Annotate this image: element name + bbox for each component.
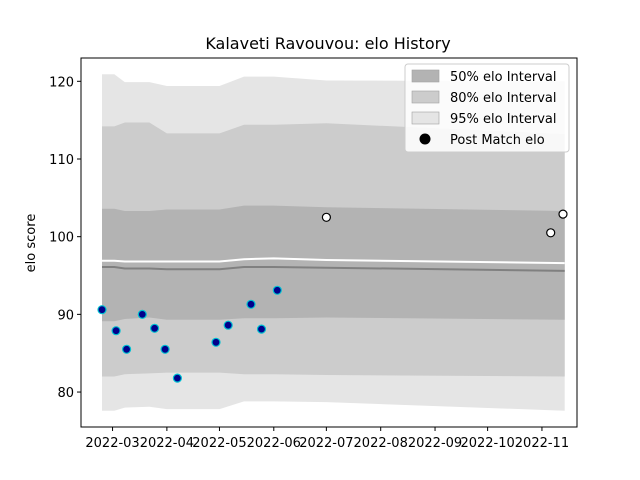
data-point-s0-5 (160, 344, 170, 354)
data-point-s0-4 (150, 323, 160, 333)
legend-label-0: 50% elo Interval (450, 70, 557, 85)
legend: 50% elo Interval 80% elo Interval 95% elo … (404, 63, 570, 153)
legend-label-2: 95% elo Interval (450, 112, 557, 127)
y-tick-label-4: 120 (49, 75, 74, 90)
x-tick-label-8: 2022-11 (515, 436, 569, 451)
legend-swatch-0 (411, 69, 440, 83)
mean-line (102, 257, 565, 265)
chart-title: Kalaveti Ravouvou: elo History (205, 34, 450, 53)
data-point-s0-11 (272, 285, 282, 295)
legend-box (404, 63, 570, 153)
legend-label-3: Post Match elo (450, 133, 545, 148)
y-axis: 80 90 100 110 120 (49, 75, 81, 401)
plot-frame (80, 57, 578, 428)
y-tick-label-2: 100 (49, 231, 74, 246)
data-point-s0-0 (97, 305, 107, 315)
plot-area (97, 74, 568, 411)
y-tick-label-0: 80 (57, 386, 74, 401)
median-line (102, 266, 565, 272)
x-tick-label-6: 2022-09 (408, 436, 462, 451)
x-tick-label-2: 2022-05 (192, 436, 246, 451)
data-point-s0-3 (137, 309, 147, 319)
band-50 (102, 205, 565, 322)
y-tick-label-1: 90 (57, 308, 74, 323)
y-tick-label-3: 110 (49, 153, 74, 168)
legend-swatch-1 (411, 90, 440, 104)
x-tick-label-0: 2022-03 (85, 436, 139, 451)
y-axis-label: elo score (24, 214, 39, 273)
data-point-s1-0 (321, 212, 331, 222)
legend-label-1: 80% elo Interval (450, 91, 557, 106)
x-tick-label-4: 2022-07 (299, 436, 353, 451)
x-tick-label-7: 2022-10 (460, 436, 514, 451)
legend-swatch-2 (411, 111, 440, 125)
data-point-s1-2 (558, 209, 568, 219)
data-point-s0-9 (246, 299, 256, 309)
x-tick-label-1: 2022-04 (140, 436, 194, 451)
x-tick-label-5: 2022-08 (354, 436, 408, 451)
data-point-s0-8 (223, 320, 233, 330)
data-point-s0-6 (172, 373, 182, 383)
x-tick-label-3: 2022-06 (247, 436, 301, 451)
legend-marker-3 (419, 133, 431, 145)
data-point-s0-10 (256, 324, 267, 334)
data-point-s1-1 (546, 228, 556, 238)
data-point-s0-2 (121, 344, 132, 354)
data-point-s0-7 (211, 337, 221, 347)
data-point-s0-1 (111, 326, 121, 336)
